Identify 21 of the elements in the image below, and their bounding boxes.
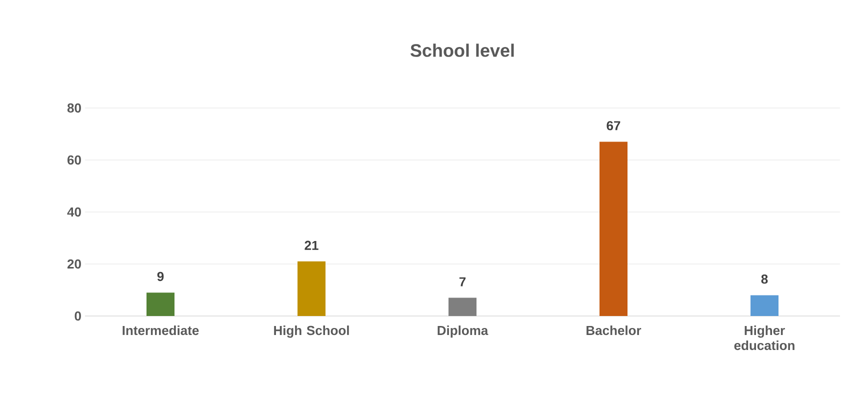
- x-tick-label: Intermediate: [122, 326, 199, 336]
- y-tick-label: 20: [67, 259, 81, 269]
- data-label: 7: [459, 277, 466, 286]
- data-label: 9: [157, 272, 164, 282]
- x-tick-label: Bachelor: [586, 326, 642, 336]
- y-tick-label: 80: [67, 103, 81, 113]
- y-tick-label: 0: [74, 311, 81, 321]
- y-tick-label: 60: [67, 155, 81, 165]
- bar: [146, 292, 174, 316]
- bar: [448, 298, 477, 316]
- data-label: 67: [606, 121, 620, 130]
- x-tick-label: Higher education: [734, 326, 794, 350]
- data-label: 8: [761, 274, 768, 284]
- data-label: 21: [304, 240, 318, 250]
- bar: [298, 261, 326, 316]
- bar: [750, 295, 779, 316]
- chart-title: School level: [410, 44, 514, 57]
- x-tick-label: High School: [274, 326, 349, 338]
- x-tick-label: Diploma: [438, 326, 488, 338]
- y-tick-label: 40: [67, 207, 81, 217]
- bar: [600, 142, 628, 316]
